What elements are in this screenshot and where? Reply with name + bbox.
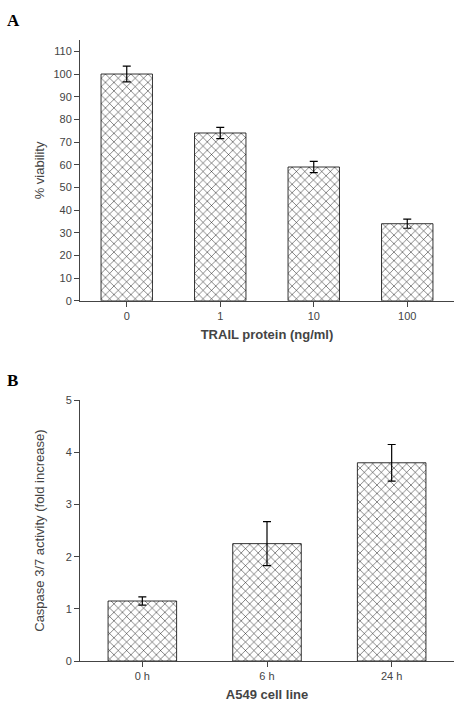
svg-text:6 h: 6 h — [259, 670, 274, 682]
svg-text:1: 1 — [66, 603, 72, 615]
svg-text:0 h: 0 h — [135, 670, 150, 682]
svg-text:A: A — [7, 11, 20, 30]
svg-text:TRAIL protein (ng/ml): TRAIL protein (ng/ml) — [201, 327, 334, 342]
svg-text:2: 2 — [66, 551, 72, 563]
svg-text:10: 10 — [308, 310, 320, 322]
svg-text:50: 50 — [60, 181, 72, 193]
svg-text:1: 1 — [217, 310, 223, 322]
svg-text:0: 0 — [66, 295, 72, 307]
svg-text:60: 60 — [60, 159, 72, 171]
svg-text:10: 10 — [60, 272, 72, 284]
svg-text:4: 4 — [66, 446, 72, 458]
svg-text:70: 70 — [60, 136, 72, 148]
svg-text:A549 cell line: A549 cell line — [226, 687, 308, 702]
svg-text:Caspase 3/7 activity (fold inc: Caspase 3/7 activity (fold increase) — [32, 429, 47, 631]
svg-text:40: 40 — [60, 204, 72, 216]
svg-text:90: 90 — [60, 91, 72, 103]
svg-text:3: 3 — [66, 498, 72, 510]
svg-text:% viability: % viability — [32, 141, 47, 199]
svg-text:100: 100 — [398, 310, 416, 322]
svg-text:100: 100 — [53, 68, 71, 80]
svg-text:B: B — [7, 371, 18, 390]
svg-text:0: 0 — [66, 655, 72, 667]
svg-text:20: 20 — [60, 249, 72, 261]
svg-text:5: 5 — [66, 394, 72, 406]
svg-text:110: 110 — [54, 45, 72, 57]
svg-text:24 h: 24 h — [381, 670, 402, 682]
svg-text:30: 30 — [60, 227, 72, 239]
svg-text:80: 80 — [60, 113, 72, 125]
svg-text:0: 0 — [124, 310, 130, 322]
